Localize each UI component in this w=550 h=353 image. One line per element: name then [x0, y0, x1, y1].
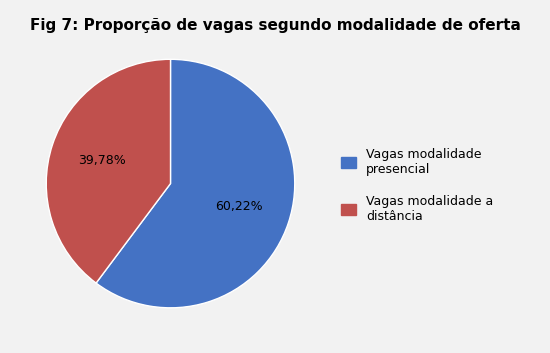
Wedge shape [46, 59, 170, 283]
Wedge shape [96, 59, 295, 308]
Text: Fig 7: Proporção de vagas segundo modalidade de oferta: Fig 7: Proporção de vagas segundo modali… [30, 18, 520, 32]
Legend: Vagas modalidade
presencial, Vagas modalidade a
distância: Vagas modalidade presencial, Vagas modal… [336, 143, 498, 228]
Text: 60,22%: 60,22% [215, 200, 263, 213]
Text: 39,78%: 39,78% [78, 154, 126, 167]
